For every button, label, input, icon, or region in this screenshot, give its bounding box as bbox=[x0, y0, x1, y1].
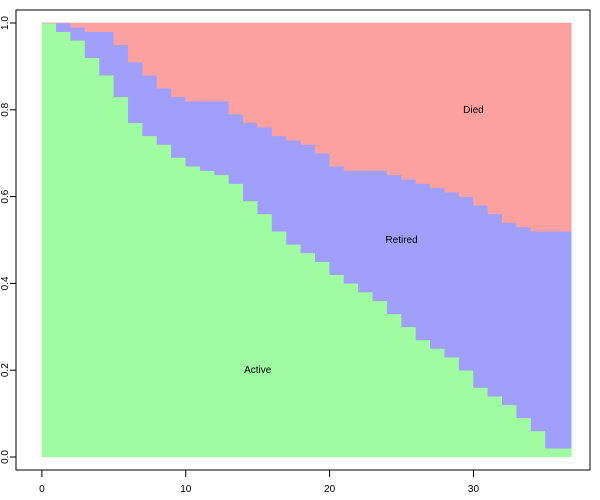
y-tick-label: 0.0 bbox=[0, 450, 11, 464]
y-tick-label: 0.8 bbox=[0, 102, 11, 116]
area-layers bbox=[41, 22, 572, 458]
x-tick-label: 0 bbox=[39, 484, 45, 495]
y-axis: 0.0 0.2 0.4 0.6 0.8 1.0 bbox=[0, 16, 17, 464]
y-tick-label: 0.2 bbox=[0, 363, 11, 377]
x-tick-label: 20 bbox=[324, 484, 336, 495]
x-tick-label: 10 bbox=[180, 484, 192, 495]
x-axis: 0 10 20 30 bbox=[39, 469, 480, 495]
area-died bbox=[41, 22, 572, 232]
label-died: Died bbox=[463, 105, 484, 116]
region-labels: Active Retired Died bbox=[244, 105, 484, 376]
y-tick-label: 0.4 bbox=[0, 276, 11, 290]
x-tick-label: 30 bbox=[468, 484, 480, 495]
y-tick-label: 1.0 bbox=[0, 16, 11, 30]
label-retired: Retired bbox=[385, 235, 417, 246]
label-active: Active bbox=[244, 365, 272, 376]
y-tick-label: 0.6 bbox=[0, 189, 11, 203]
